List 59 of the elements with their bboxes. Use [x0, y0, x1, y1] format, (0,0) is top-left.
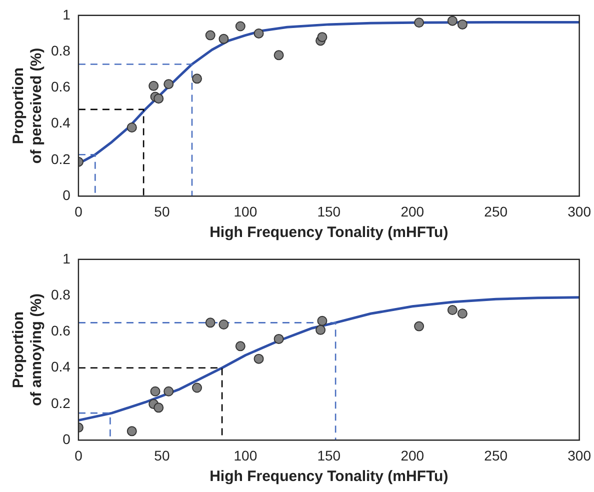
y-axis-title: Proportion of annoying (%) — [10, 294, 46, 406]
point — [126, 426, 137, 436]
point — [414, 18, 424, 28]
y-tick-label: 0.4 — [50, 358, 71, 375]
x-tick-label: 100 — [234, 447, 258, 464]
point — [317, 316, 328, 326]
point — [274, 334, 284, 344]
x-tick-label: 300 — [568, 447, 592, 464]
y-tick-label: 0 — [62, 187, 71, 204]
point — [205, 30, 216, 40]
point — [316, 324, 326, 335]
x-axis-title: High Frequency Tonality (mHFTu) — [210, 224, 448, 242]
point — [254, 28, 264, 38]
point — [274, 50, 284, 60]
y-tick-label: 0.8 — [50, 42, 71, 58]
point — [414, 321, 424, 332]
point — [447, 16, 458, 26]
x-tick-label: 250 — [484, 447, 508, 464]
point — [218, 319, 229, 330]
y-tick-label: 1 — [62, 6, 71, 22]
x-tick-label: 50 — [154, 203, 170, 220]
y-tick-label: 0.4 — [50, 114, 71, 131]
point — [164, 79, 174, 90]
point — [154, 94, 164, 104]
x-tick-label: 200 — [400, 203, 424, 220]
point — [150, 386, 160, 396]
y-tick-label: 0.6 — [50, 322, 71, 339]
x-tick-label: 150 — [317, 447, 341, 464]
x-tick-label: 150 — [317, 203, 341, 220]
x-axis-title: High Frequency Tonality (mHFTu) — [210, 468, 448, 486]
y-tick-label: 0.6 — [50, 78, 71, 95]
x-tick-label: 300 — [568, 203, 592, 220]
point — [192, 74, 202, 84]
point — [205, 318, 216, 328]
x-tick-label: 50 — [154, 447, 170, 464]
y-tick-label: 0.8 — [50, 286, 71, 302]
y-tick-label: 0 — [62, 431, 71, 448]
point — [126, 122, 137, 132]
x-tick-label: 0 — [74, 203, 83, 220]
x-tick-label: 100 — [234, 203, 258, 220]
y-tick-label: 0.2 — [50, 394, 71, 411]
point — [457, 308, 468, 319]
point — [235, 21, 246, 32]
x-tick-label: 250 — [484, 203, 508, 220]
point — [235, 341, 246, 352]
y-tick-label: 0.2 — [50, 150, 71, 167]
x-tick-label: 200 — [400, 447, 424, 464]
point — [457, 19, 468, 30]
y-axis-title: Proportion of perceived (%) — [10, 48, 46, 164]
point — [192, 382, 202, 393]
y-tick-label: 1 — [62, 250, 71, 266]
point — [254, 354, 264, 364]
point — [164, 386, 174, 396]
point — [218, 34, 229, 44]
point — [447, 305, 458, 316]
point — [148, 80, 159, 91]
x-tick-label: 0 — [74, 447, 83, 464]
point — [154, 402, 164, 413]
point — [317, 32, 328, 42]
